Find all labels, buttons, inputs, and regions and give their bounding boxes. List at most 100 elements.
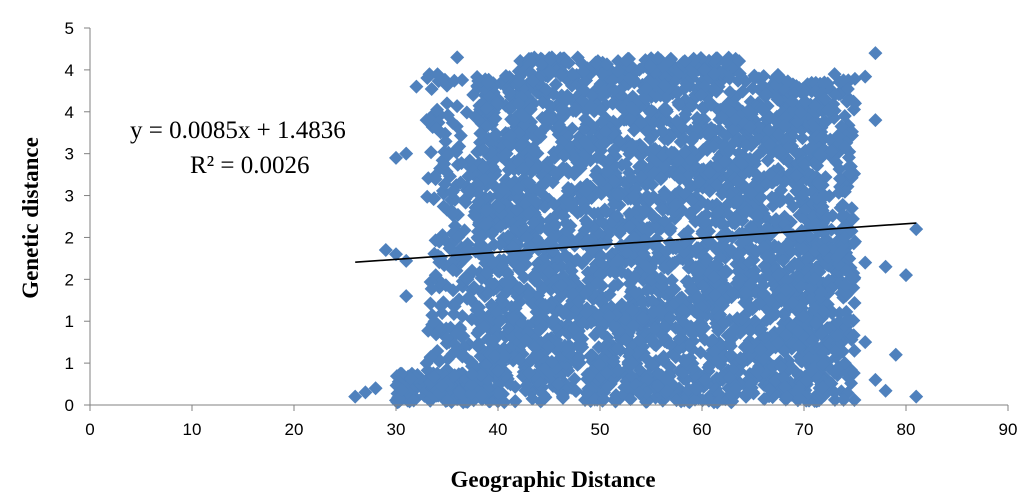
data-point xyxy=(681,382,696,397)
data-point xyxy=(567,372,582,387)
data-point xyxy=(689,240,704,255)
data-point xyxy=(542,98,557,113)
data-point xyxy=(795,131,810,146)
data-point xyxy=(762,137,777,152)
trendline-equation: y = 0.0085x + 1.4836 xyxy=(130,117,346,144)
data-point xyxy=(726,286,741,301)
data-point xyxy=(505,250,520,265)
data-point xyxy=(717,265,732,280)
data-point xyxy=(582,368,597,383)
data-point xyxy=(868,372,883,387)
data-point xyxy=(858,335,873,350)
data-point xyxy=(878,383,893,398)
data-point xyxy=(706,139,721,154)
data-point xyxy=(520,288,535,303)
data-point xyxy=(868,46,883,61)
plot-area xyxy=(348,46,924,410)
data-point xyxy=(607,83,622,98)
data-point xyxy=(704,333,719,348)
x-tick-label: 80 xyxy=(897,420,916,439)
data-point xyxy=(502,213,517,228)
data-point xyxy=(455,72,470,87)
data-point xyxy=(714,187,729,202)
data-point xyxy=(616,101,631,116)
data-point xyxy=(656,188,671,203)
data-point xyxy=(675,120,690,135)
data-point xyxy=(538,162,553,177)
data-point xyxy=(726,122,741,137)
data-point xyxy=(633,148,648,163)
data-point xyxy=(594,214,609,229)
data-point xyxy=(508,393,523,408)
data-point xyxy=(669,114,684,129)
data-point xyxy=(559,216,574,231)
data-point xyxy=(777,344,792,359)
data-point xyxy=(671,95,686,110)
y-tick-label: 4 xyxy=(65,61,74,80)
y-tick-label: 5 xyxy=(65,19,74,38)
data-point xyxy=(778,327,793,342)
y-tick-label: 2 xyxy=(65,270,74,289)
data-point xyxy=(513,261,528,276)
data-point xyxy=(540,112,555,127)
data-point xyxy=(668,198,683,213)
data-point xyxy=(739,386,754,401)
data-point xyxy=(741,297,756,312)
x-tick-label: 30 xyxy=(387,420,406,439)
data-point xyxy=(858,69,873,84)
y-axis-ticks: 0 1 1 2 2 3 3 4 4 5 xyxy=(65,19,90,415)
data-point xyxy=(646,295,661,310)
data-point xyxy=(632,159,647,174)
data-point xyxy=(743,219,758,234)
data-point xyxy=(545,313,560,328)
data-point xyxy=(661,54,676,69)
data-point xyxy=(878,259,893,274)
data-point xyxy=(722,85,737,100)
data-point xyxy=(562,260,577,275)
data-point xyxy=(526,215,541,230)
trendline-r-squared: R² = 0.0026 xyxy=(190,152,310,179)
data-point xyxy=(742,255,757,270)
y-tick-label: 4 xyxy=(65,103,74,122)
x-tick-label: 70 xyxy=(795,420,814,439)
data-point xyxy=(781,155,796,170)
data-point xyxy=(399,289,414,304)
data-point xyxy=(858,255,873,270)
data-point xyxy=(656,352,671,367)
data-point xyxy=(423,296,438,311)
data-point xyxy=(518,383,533,398)
y-tick-label: 3 xyxy=(65,187,74,206)
data-point xyxy=(502,85,517,100)
data-point xyxy=(490,385,505,400)
data-point xyxy=(500,371,515,386)
data-point xyxy=(618,254,633,269)
data-point xyxy=(490,96,505,111)
data-point xyxy=(654,170,669,185)
data-point xyxy=(606,114,621,129)
data-point xyxy=(607,392,622,407)
x-axis-title: Geographic Distance xyxy=(450,467,655,492)
data-point xyxy=(696,142,711,157)
data-point xyxy=(760,221,775,236)
data-point xyxy=(762,382,777,397)
data-point xyxy=(757,392,772,407)
data-point xyxy=(622,112,637,127)
data-point xyxy=(625,356,640,371)
data-point xyxy=(695,393,710,408)
data-point xyxy=(776,253,791,268)
data-point xyxy=(450,50,465,65)
x-axis-ticks: 0 10 20 30 40 50 60 70 80 90 xyxy=(85,405,1017,439)
y-tick-label: 2 xyxy=(65,228,74,247)
x-tick-label: 60 xyxy=(693,420,712,439)
data-point xyxy=(608,266,623,281)
data-point xyxy=(781,192,796,207)
data-point xyxy=(581,249,596,264)
data-point xyxy=(847,343,862,358)
data-point xyxy=(741,103,756,118)
data-point xyxy=(622,219,637,234)
data-point xyxy=(684,193,699,208)
data-point xyxy=(760,153,775,168)
data-point xyxy=(655,202,670,217)
x-tick-label: 20 xyxy=(285,420,304,439)
